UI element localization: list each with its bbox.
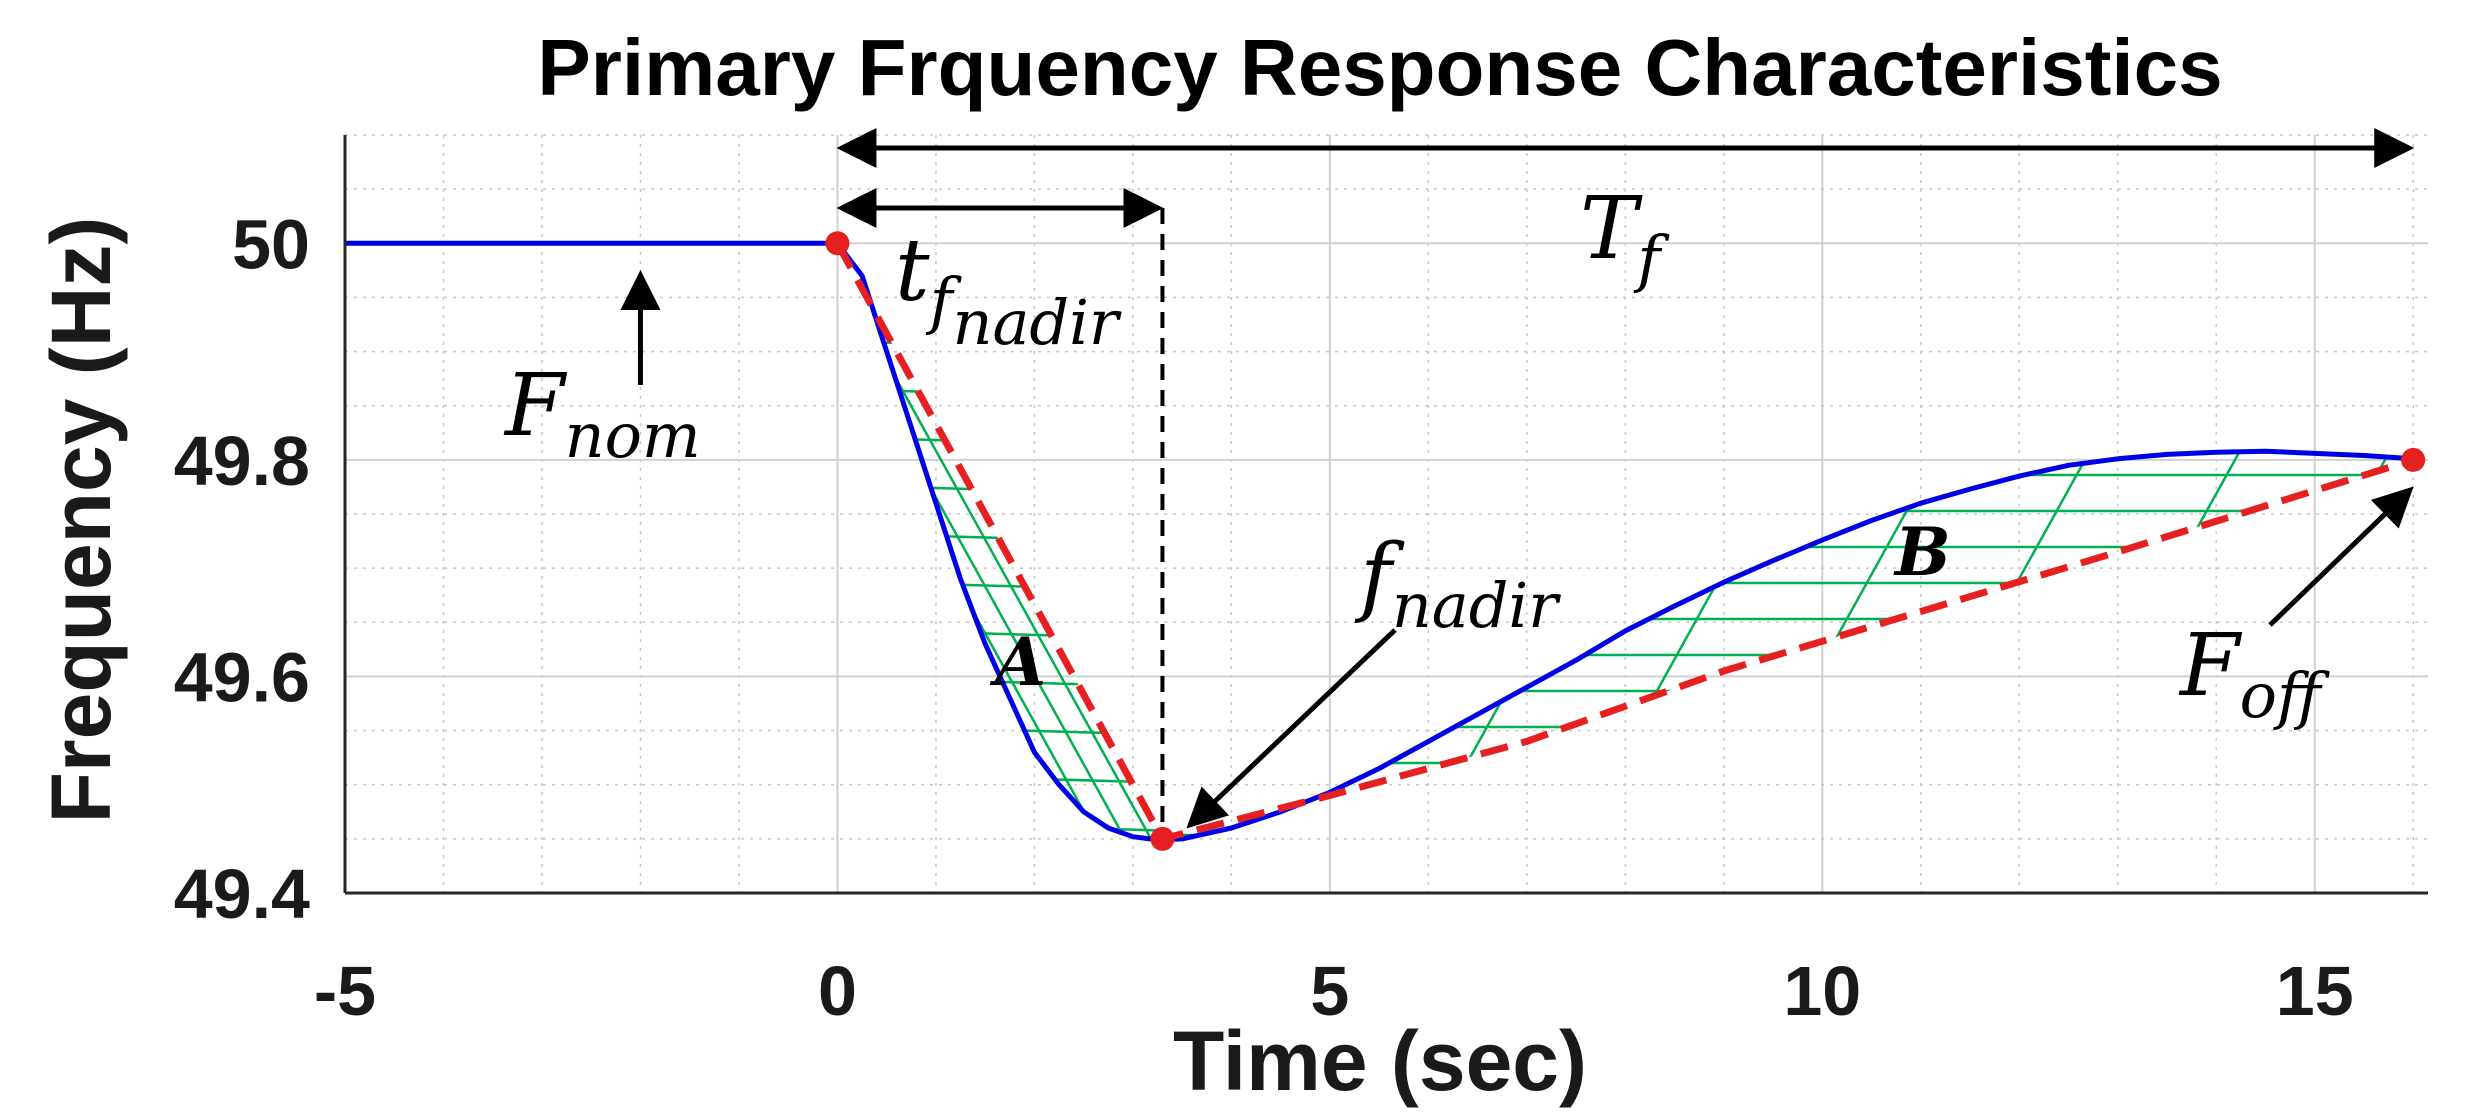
foff-arrow xyxy=(2268,486,2414,627)
tf-label: Tf xyxy=(1580,179,1670,295)
fnadir-label: fnadir xyxy=(1354,526,1561,642)
hatch-line xyxy=(837,243,1163,293)
nadir-point xyxy=(1150,826,1175,851)
hatch-line xyxy=(837,277,1163,341)
x-tick-label: 15 xyxy=(2276,952,2354,1030)
piecewise-approximation-line xyxy=(834,241,2415,843)
hatch-line xyxy=(837,661,1163,725)
hatch-line xyxy=(345,855,2428,915)
hatch-line xyxy=(2217,135,2479,893)
y-tick-label: 49.4 xyxy=(174,855,310,933)
tf-nadir-label: tfnadir xyxy=(895,221,1122,359)
markers xyxy=(825,231,2426,851)
series xyxy=(345,240,2415,843)
hatch-line xyxy=(2143,451,2414,840)
fnom-label: Fnom xyxy=(503,356,701,472)
hatch-line xyxy=(837,243,1157,840)
region-a-label: A xyxy=(989,623,1046,701)
tf-nadir-label-subsub: nadir xyxy=(953,286,1122,359)
frequency-response-line xyxy=(345,240,2414,843)
fnom-label-main: F xyxy=(503,356,568,456)
foff-label-sub: off xyxy=(2240,659,2330,732)
chart-title: Primary Frquency Response Characteristic… xyxy=(537,23,2222,112)
fnadir-label-sub: nadir xyxy=(1392,569,1561,642)
y-axis-label: Frequency (Hz) xyxy=(34,217,128,824)
y-tick-label: 49.6 xyxy=(174,638,310,716)
end-point xyxy=(2401,447,2426,472)
x-axis-label: Time (sec) xyxy=(1173,1014,1587,1108)
fnom-label-sub: nom xyxy=(565,399,701,472)
hatched-regions xyxy=(345,135,2479,915)
foff-label: Foff xyxy=(2178,616,2330,732)
x-tick-label: -5 xyxy=(314,952,376,1030)
fnadir-arrow xyxy=(1186,628,1397,829)
grid xyxy=(344,134,2428,894)
region-b-label: B xyxy=(1893,513,1951,591)
x-tick-label: 5 xyxy=(1310,952,1349,1030)
region-A-hatch xyxy=(345,135,2479,915)
foff-label-main: F xyxy=(2178,616,2243,716)
y-tick-label: 50 xyxy=(232,205,310,283)
tf-label-sub: f xyxy=(1633,222,1670,295)
hatch-line xyxy=(2165,135,2479,893)
hatch-line xyxy=(837,243,1163,245)
tf-label-main: T xyxy=(1580,179,1643,279)
region-B-hatch xyxy=(1162,135,2479,893)
hatch-line xyxy=(837,325,1163,389)
axes xyxy=(343,135,2428,895)
start-point xyxy=(825,231,850,256)
hatch-line xyxy=(837,469,1163,533)
hatch-line xyxy=(837,243,1163,840)
hatch-line xyxy=(2445,135,2479,893)
hatch-line xyxy=(837,757,1163,821)
hatch-line xyxy=(345,135,2428,195)
hatch-line xyxy=(837,805,1163,840)
hatch-line xyxy=(2399,135,2479,893)
y-tick-label: 49.8 xyxy=(174,422,310,500)
hatch-line xyxy=(2425,135,2479,893)
tick-labels: -5 0 5 10 15 49.4 49.6 49.8 50 xyxy=(174,205,2354,1030)
x-tick-label: 10 xyxy=(1783,952,1861,1030)
x-tick-label: 0 xyxy=(818,952,857,1030)
tf-nadir-label-main: t xyxy=(895,221,930,321)
